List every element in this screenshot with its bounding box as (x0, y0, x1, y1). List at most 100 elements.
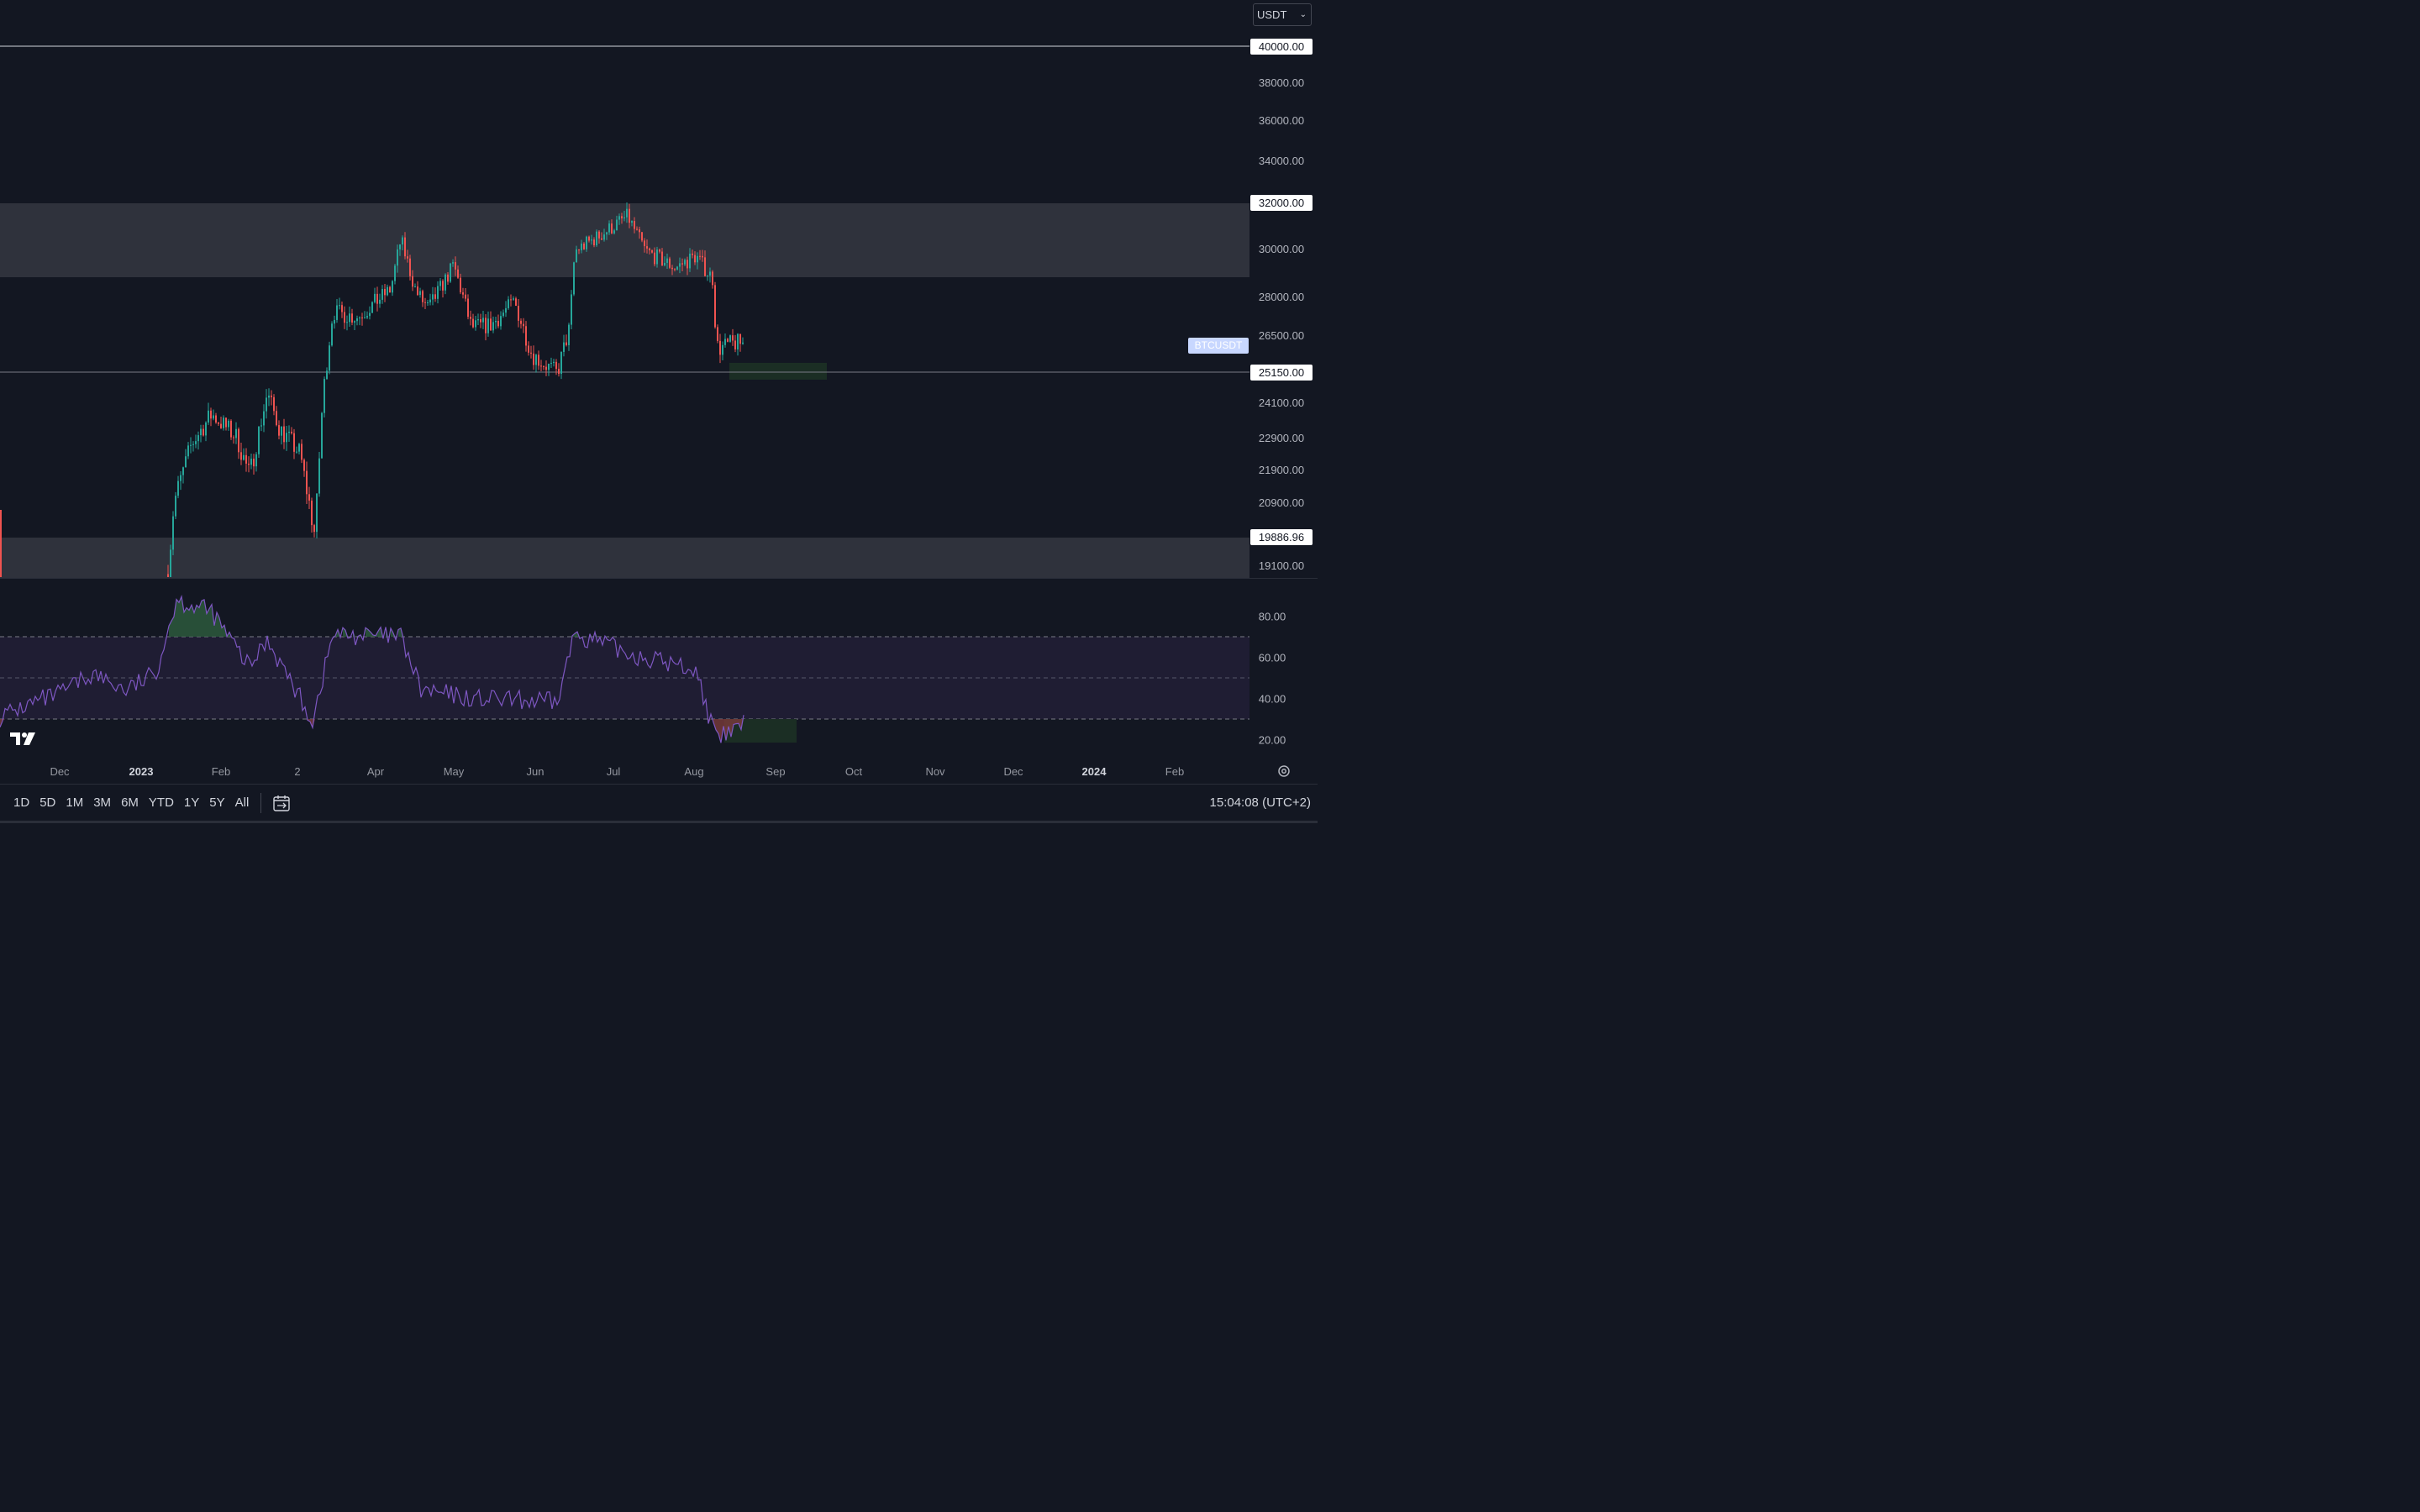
candle-body (419, 291, 421, 296)
candle-body (573, 262, 575, 295)
currency-select-value: USDT (1257, 8, 1287, 21)
candle-body (182, 467, 184, 475)
candle-body (674, 269, 676, 270)
time-axis-label: Dec (1003, 765, 1023, 778)
candle-body (646, 246, 648, 249)
candle-body (288, 431, 290, 433)
price-scale-label: 26500.00 (1259, 329, 1304, 342)
range-button-5d[interactable]: 5D (39, 795, 56, 810)
candle-body (465, 294, 466, 299)
candle-body (739, 333, 741, 344)
calendar-range-icon[interactable] (271, 793, 292, 813)
candle-body (263, 411, 265, 426)
toolbar-separator (260, 792, 262, 813)
candle-body (260, 425, 262, 427)
candle-body (336, 305, 338, 320)
range-button-1m[interactable]: 1M (66, 795, 84, 810)
candle-body (412, 276, 413, 287)
candle-body (654, 252, 655, 265)
rsi-oversold-fill (0, 719, 744, 743)
candle-body (576, 249, 577, 263)
candle-body (253, 458, 255, 467)
candle-body (268, 395, 270, 398)
candle-body (192, 444, 194, 445)
rsi-scale[interactable]: 80.00 60.00 40.00 20.00 (1259, 611, 1286, 747)
range-button-all[interactable]: All (234, 795, 250, 810)
gear-icon[interactable] (1276, 763, 1292, 780)
clock[interactable]: 15:04:08 (UTC+2) (1209, 795, 1311, 810)
candle-body (664, 262, 666, 265)
candle-body (399, 244, 401, 249)
candle-body (535, 354, 537, 365)
candle-body (563, 342, 565, 352)
candle-body (618, 216, 620, 220)
candle-body (669, 258, 671, 268)
range-button-3m[interactable]: 3M (93, 795, 112, 810)
time-axis-label: Dec (50, 765, 70, 778)
candle-body (228, 420, 229, 428)
candle-body (545, 366, 547, 370)
candle-body (366, 316, 368, 318)
price-scale-label: 30000.00 (1259, 243, 1304, 255)
range-button-6m[interactable]: 6M (121, 795, 139, 810)
candle-body (560, 351, 562, 375)
candle-body (634, 221, 635, 229)
candle-body (387, 286, 388, 296)
candle-body (649, 248, 650, 251)
candle-body (205, 422, 207, 436)
candle-body (553, 361, 555, 364)
candle-body (329, 345, 330, 371)
candle-body (331, 323, 333, 346)
candle-body (215, 415, 217, 423)
candle-body (177, 480, 179, 496)
candle-body (724, 339, 726, 345)
candle-body (543, 365, 544, 367)
candle-body (714, 285, 716, 328)
candle-body (371, 302, 373, 313)
candle-body (316, 493, 318, 533)
candle-body (520, 320, 522, 324)
candle-body (510, 299, 512, 301)
candle-body (437, 286, 439, 299)
candle-body (515, 298, 517, 307)
candle-body (0, 510, 2, 577)
candle-body (727, 339, 729, 342)
candle-body (497, 321, 499, 327)
candle-body (218, 422, 219, 424)
price-chart[interactable]: 38000.00 36000.00 34000.00 30000.00 28000.00… (0, 0, 1318, 784)
candle-body (666, 258, 668, 263)
candle-body (540, 365, 542, 367)
candle-body (351, 313, 353, 323)
candle-body (656, 249, 658, 265)
time-axis-label: 2023 (129, 765, 154, 778)
candle-body (250, 458, 252, 465)
candle-body (470, 317, 471, 319)
rsi-scale-label: 80.00 (1259, 611, 1286, 623)
candle-body (255, 454, 257, 467)
demand-zone (729, 363, 827, 380)
time-axis[interactable]: Dec 2023 Feb 2 Apr May Jun Jul Aug Sep Oct Nov Dec 20… (50, 765, 1184, 778)
candle-body (689, 253, 691, 269)
candle-body (276, 411, 277, 426)
symbol-tag: BTCUSDT (1188, 338, 1249, 354)
range-button-1y[interactable]: 1Y (183, 795, 200, 810)
candle-body (439, 281, 441, 286)
price-scale-label: 19100.00 (1259, 559, 1304, 572)
range-button-5y[interactable]: 5Y (209, 795, 225, 810)
candle-body (213, 415, 214, 419)
candle-body (737, 333, 739, 349)
candle-body (187, 445, 189, 457)
candle-body (641, 232, 643, 241)
tradingview-logo-icon[interactable] (10, 730, 39, 747)
range-button-ytd[interactable]: YTD (148, 795, 174, 810)
candle-body (455, 262, 456, 270)
currency-select[interactable]: USDT ⌄ (1253, 3, 1312, 26)
candle-body (197, 435, 199, 442)
candle-body (450, 263, 451, 282)
candle-body (621, 216, 623, 218)
candle-body (513, 298, 514, 300)
price-scale[interactable]: 38000.00 36000.00 34000.00 30000.00 28000.00… (1259, 76, 1304, 572)
candle-body (349, 313, 350, 323)
time-axis-label: May (444, 765, 465, 778)
range-button-1d[interactable]: 1D (13, 795, 30, 810)
